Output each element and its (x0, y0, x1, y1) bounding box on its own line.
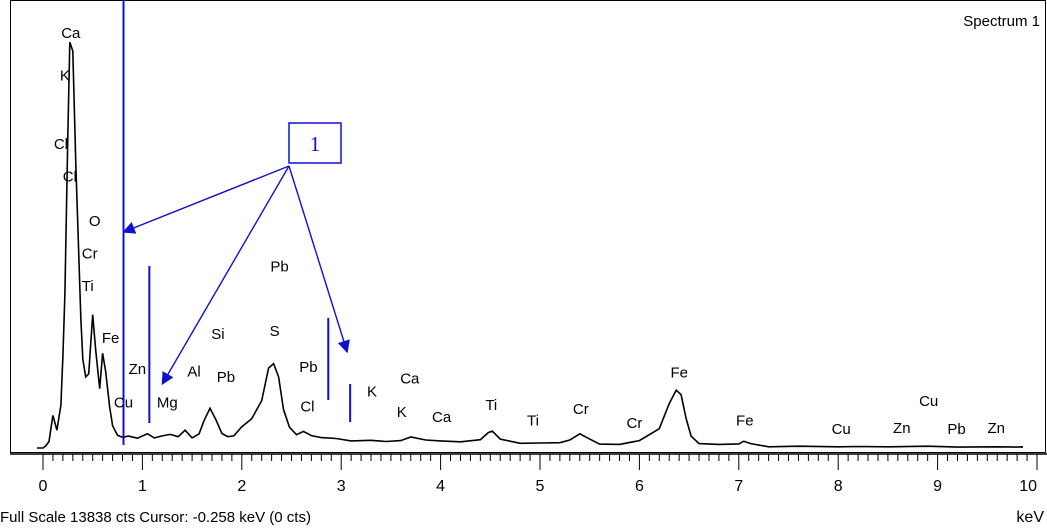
peak-label: Ti (527, 413, 539, 430)
callout-arrow (122, 165, 290, 234)
callout-arrow (288, 165, 350, 354)
spectrum-series-line (37, 41, 1023, 449)
peak-label: Ti (485, 397, 497, 414)
x-tick-label: 5 (536, 478, 545, 495)
peak-label: K (60, 68, 70, 85)
peak-label: Ca (61, 25, 81, 42)
peak-label: Cu (919, 393, 938, 410)
peak-label: Cl (54, 136, 68, 153)
peak-label: Zn (129, 361, 147, 378)
callout-arrow (161, 165, 290, 386)
peak-label: Pb (217, 369, 235, 386)
x-tick-label: 3 (337, 478, 346, 495)
peak-label: Zn (987, 420, 1005, 437)
peak-label: Si (211, 326, 224, 343)
x-tick-label: 6 (635, 478, 644, 495)
x-tick-label: 0 (39, 478, 48, 495)
peak-label: Mg (157, 395, 178, 412)
peak-label: Cr (626, 415, 642, 432)
peak-label: Ca (432, 409, 452, 426)
peak-label: Pb (299, 359, 317, 376)
peak-label: Ti (82, 278, 94, 295)
x-tick-label: 9 (933, 478, 942, 495)
peak-label: Zn (893, 420, 911, 437)
peak-label: Cu (114, 395, 133, 412)
peak-label: K (367, 384, 377, 401)
status-bar-text: Full Scale 13838 cts Cursor: -0.258 keV … (0, 509, 311, 526)
x-tick-label: 10 (1019, 478, 1037, 495)
peak-label: Pb (270, 259, 288, 276)
peak-label: O (89, 213, 101, 230)
peak-label: Fe (736, 413, 754, 430)
callout-label: 1 (310, 132, 321, 156)
peak-label: Cr (82, 245, 98, 262)
chart-title: Spectrum 1 (963, 13, 1040, 30)
plot-frame (10, 0, 1046, 453)
x-tick-label: 4 (436, 478, 445, 495)
peak-label: Fe (670, 365, 688, 382)
peak-label: Cr (573, 401, 589, 418)
peak-label: Cu (832, 421, 851, 438)
x-tick-label: 7 (734, 478, 743, 495)
x-tick-label: 2 (237, 478, 246, 495)
peak-label: Fe (102, 330, 120, 347)
x-tick-label: 8 (834, 478, 843, 495)
peak-label: Al (187, 363, 200, 380)
peak-label: S (270, 323, 280, 340)
peak-label: Ca (400, 370, 420, 387)
x-axis-label: keV (1016, 509, 1044, 526)
x-tick-label: 1 (138, 478, 147, 495)
peak-label: Cl (63, 168, 77, 185)
peak-label: K (397, 404, 407, 421)
peak-label: Cl (300, 398, 314, 415)
peak-label: Pb (947, 421, 965, 438)
callout-box (288, 122, 342, 164)
